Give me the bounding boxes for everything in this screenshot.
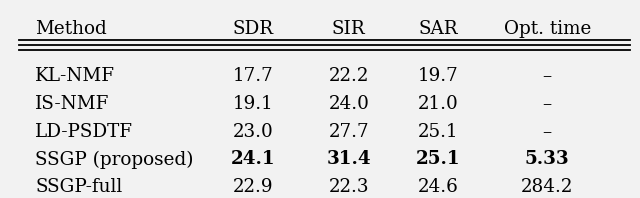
Text: 24.0: 24.0 [328,95,369,113]
Text: 24.1: 24.1 [230,150,275,168]
Text: –: – [543,67,552,85]
Text: 24.6: 24.6 [418,178,459,196]
Text: 25.1: 25.1 [418,123,459,141]
Text: Method: Method [35,20,107,38]
Text: SDR: SDR [232,20,273,38]
Text: 5.33: 5.33 [525,150,570,168]
Text: IS-NMF: IS-NMF [35,95,109,113]
Text: 25.1: 25.1 [416,150,461,168]
Text: 21.0: 21.0 [418,95,459,113]
Text: –: – [543,95,552,113]
Text: SSGP-full: SSGP-full [35,178,122,196]
Text: 23.0: 23.0 [232,123,273,141]
Text: SIR: SIR [332,20,365,38]
Text: 19.7: 19.7 [418,67,459,85]
Text: 22.2: 22.2 [328,67,369,85]
Text: 284.2: 284.2 [521,178,573,196]
Text: 17.7: 17.7 [232,67,273,85]
Text: 22.3: 22.3 [328,178,369,196]
Text: 31.4: 31.4 [326,150,371,168]
Text: SSGP (proposed): SSGP (proposed) [35,150,194,168]
Text: 27.7: 27.7 [328,123,369,141]
Text: 22.9: 22.9 [232,178,273,196]
Text: Opt. time: Opt. time [504,20,591,38]
Text: 19.1: 19.1 [232,95,273,113]
Text: SAR: SAR [419,20,458,38]
Text: –: – [543,123,552,141]
Text: LD-PSDTF: LD-PSDTF [35,123,133,141]
Text: KL-NMF: KL-NMF [35,67,115,85]
